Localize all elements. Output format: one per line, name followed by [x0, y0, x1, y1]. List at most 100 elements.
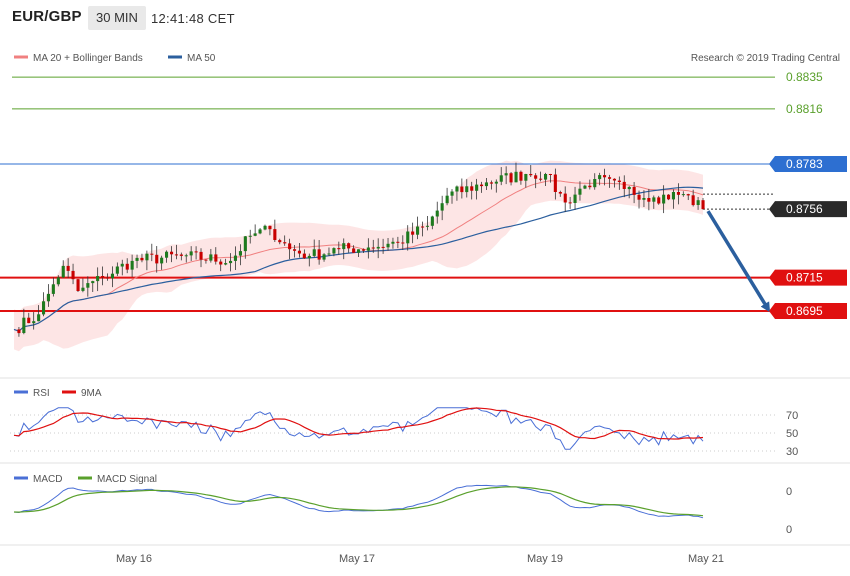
x-axis-label: May 16: [116, 553, 152, 565]
candle-body: [56, 277, 60, 285]
candle-body: [593, 179, 597, 188]
candle-body: [524, 174, 528, 181]
candle-body: [352, 248, 356, 253]
macd-tick-label: 0: [786, 486, 792, 498]
candle-body: [248, 235, 252, 237]
rsi-tick-label: 30: [786, 446, 798, 458]
x-axis-label: May 19: [527, 553, 563, 565]
macd-line: [13, 484, 704, 519]
candle-body: [632, 187, 636, 195]
candle-body: [539, 178, 543, 180]
legend-label: MACD Signal: [97, 474, 157, 485]
candle-body: [489, 182, 493, 184]
candle-body: [91, 281, 95, 284]
timeframe-selector[interactable]: 30 MIN: [88, 6, 146, 30]
candle-body: [135, 257, 139, 261]
candle-body: [106, 277, 110, 279]
candle-body: [61, 265, 65, 278]
legend-label: MACD: [33, 474, 62, 485]
candle-body: [603, 175, 607, 178]
candle-body: [504, 173, 508, 176]
candle-body: [27, 317, 31, 324]
macd-tick-label: 0: [786, 524, 792, 536]
candle-body: [455, 186, 459, 192]
candle-body: [22, 317, 26, 333]
candle-body: [302, 253, 306, 259]
candle-body: [81, 287, 85, 291]
candle-body: [170, 251, 174, 255]
candle-body: [125, 263, 129, 270]
candle-body: [165, 251, 169, 258]
candle-body: [150, 253, 154, 255]
macd-signal-line: [13, 486, 704, 517]
candle-body: [435, 210, 439, 217]
candle-body: [42, 301, 46, 315]
candle-body: [691, 195, 695, 206]
candle-body: [347, 243, 351, 249]
candle-body: [110, 273, 114, 279]
candle-body: [332, 248, 336, 254]
resistance-level-label: 0.8783: [786, 157, 823, 171]
candle-body: [416, 226, 420, 235]
candle-body: [268, 225, 272, 230]
candle-body: [642, 198, 646, 200]
chart-header: EUR/GBP 30 MIN 12:41:48 CET: [0, 0, 850, 38]
candle-body: [450, 191, 454, 196]
candle-body: [514, 171, 518, 183]
legend-label: MA 50: [187, 53, 216, 64]
candle-body: [425, 225, 429, 227]
candle-body: [667, 194, 671, 200]
last-price-tag: [769, 201, 847, 218]
candle-body: [209, 254, 213, 261]
candle-body: [465, 186, 469, 193]
candle-body: [376, 246, 380, 249]
candle-body: [76, 279, 80, 291]
candle-body: [475, 184, 479, 191]
candle-body: [460, 186, 464, 193]
candle-body: [327, 253, 331, 255]
candle-body: [671, 192, 675, 200]
candle-body: [101, 276, 105, 278]
target-level-label: 0.8816: [786, 102, 823, 116]
candle-body: [548, 174, 552, 175]
candle-body: [563, 193, 567, 203]
legend-label: RSI: [33, 388, 50, 399]
candle-body: [297, 250, 301, 254]
candle-body: [534, 175, 538, 179]
candle-body: [312, 249, 316, 256]
rsi-tick-label: 70: [786, 410, 798, 422]
candle-body: [366, 247, 370, 251]
x-axis-label: May 17: [339, 553, 375, 565]
candle-body: [17, 329, 21, 334]
candle-body: [293, 249, 297, 251]
resistance-level-tag: [769, 156, 847, 172]
candle-body: [509, 173, 513, 183]
clock-label: 12:41:48 CET: [151, 11, 235, 26]
candle-body: [46, 293, 50, 302]
legend-label: 9MA: [81, 388, 102, 399]
rsi-line: [13, 407, 704, 450]
x-axis-label: May 21: [688, 553, 724, 565]
candle-body: [637, 194, 641, 200]
candle-body: [322, 254, 326, 260]
candle-body: [499, 175, 503, 182]
candle-body: [430, 216, 434, 226]
candle-body: [238, 251, 242, 256]
candle-body: [199, 251, 203, 260]
candle-body: [411, 231, 415, 235]
ma20-line: [13, 180, 704, 332]
candle-body: [174, 254, 178, 256]
rsi-tick-label: 50: [786, 428, 798, 440]
candle-body: [553, 174, 557, 192]
candle-body: [608, 177, 612, 179]
candle-body: [676, 192, 680, 195]
candle-body: [381, 246, 385, 248]
candle-body: [598, 175, 602, 180]
candle-body: [273, 229, 277, 240]
support-level-tag: [769, 303, 847, 319]
candle-body: [484, 182, 488, 187]
candle-body: [701, 200, 705, 210]
candle-body: [627, 187, 631, 190]
candle-body: [317, 249, 321, 260]
